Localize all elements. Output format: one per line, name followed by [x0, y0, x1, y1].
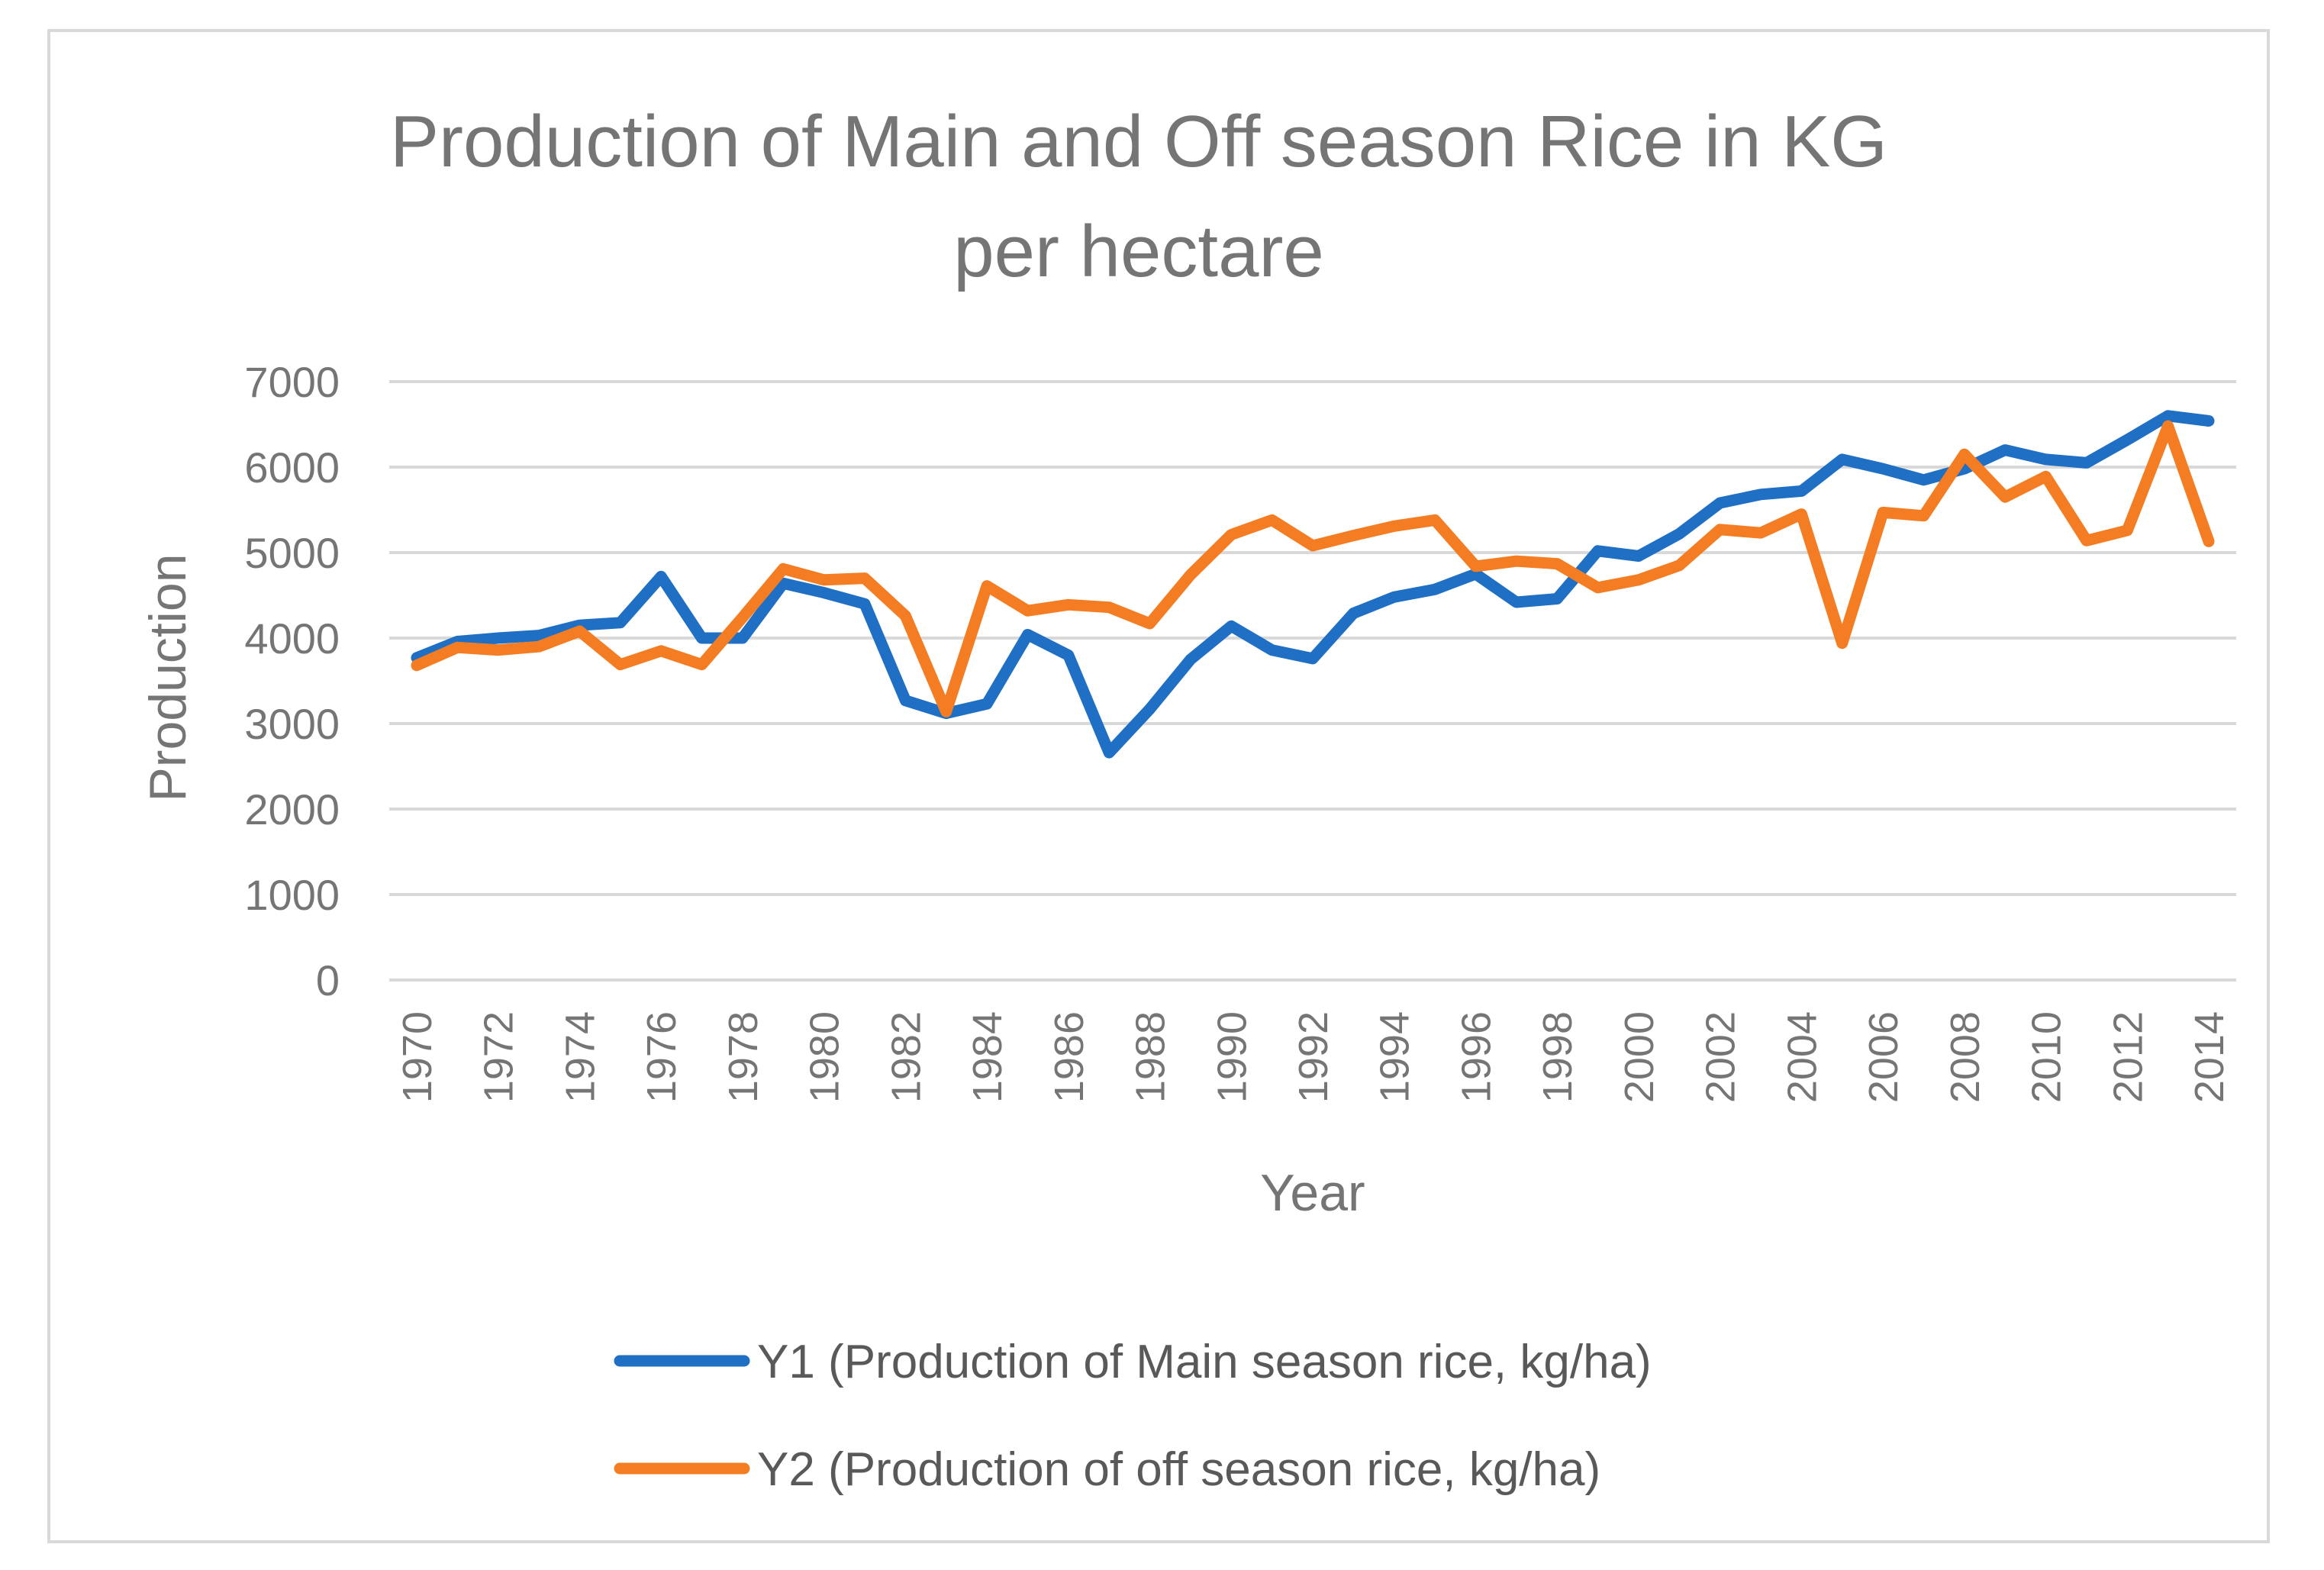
x-tick-label: 1988 — [1128, 1011, 1174, 1103]
y-tick-label: 6000 — [244, 443, 340, 492]
x-tick-label: 1996 — [1453, 1011, 1499, 1103]
chart-frame — [47, 29, 2270, 1543]
y-axis-ticks: 0 1000 2000 3000 4000 5000 6000 7000 — [244, 358, 340, 1004]
y-tick-label: 3000 — [244, 700, 340, 748]
chart-title-line-1: Production of Main and Off season Rice i… — [390, 101, 1887, 182]
x-tick-label: 2014 — [2187, 1011, 2232, 1103]
x-tick-label: 1982 — [883, 1011, 929, 1103]
x-tick-label: 2000 — [1616, 1011, 1662, 1103]
chart-title-line-2: per hectare — [953, 211, 1324, 292]
y-axis-label: Production — [139, 553, 197, 801]
x-tick-label: 2010 — [2024, 1011, 2070, 1103]
x-tick-label: 1978 — [720, 1011, 766, 1103]
x-tick-label: 2012 — [2105, 1011, 2151, 1103]
series-line-y2 — [411, 420, 2215, 717]
y-tick-label: 7000 — [244, 358, 340, 406]
x-tick-label: 2004 — [1779, 1011, 1825, 1103]
x-tick-label: 2002 — [1698, 1011, 1744, 1103]
y-tick-label: 4000 — [244, 614, 340, 662]
x-tick-label: 1990 — [1209, 1011, 1255, 1103]
x-tick-label: 1994 — [1372, 1011, 1418, 1103]
x-tick-label: 2006 — [1861, 1011, 1907, 1103]
x-tick-label: 1984 — [965, 1011, 1011, 1103]
legend: Y1 (Production of Main season rice, kg/h… — [614, 1336, 1652, 1496]
x-tick-label: 1976 — [639, 1011, 685, 1103]
x-tick-label: 1970 — [395, 1011, 440, 1103]
x-tick-label: 1980 — [802, 1011, 848, 1103]
x-tick-label: 2008 — [1942, 1011, 1988, 1103]
y-tick-label: 0 — [316, 956, 340, 1004]
y-tick-label: 1000 — [244, 871, 340, 919]
x-tick-label: 1998 — [1535, 1011, 1581, 1103]
y-tick-label: 2000 — [244, 785, 340, 833]
legend-label-y1: Y1 (Production of Main season rice, kg/h… — [757, 1336, 1652, 1388]
x-tick-label: 1986 — [1046, 1011, 1092, 1103]
series-line-y1 — [411, 410, 2215, 759]
series-lines — [411, 410, 2215, 759]
legend-label-y2: Y2 (Production of off season rice, kg/ha… — [757, 1443, 1600, 1496]
x-axis-ticks: 1970 1972 1974 1976 1978 1980 1982 1984 1986 1988… — [395, 1011, 2232, 1103]
y-tick-label: 5000 — [244, 529, 340, 577]
x-tick-label: 1992 — [1291, 1011, 1336, 1103]
x-tick-label: 1974 — [557, 1011, 603, 1103]
x-axis-label: Year — [1260, 1164, 1365, 1222]
x-tick-label: 1972 — [476, 1011, 522, 1103]
